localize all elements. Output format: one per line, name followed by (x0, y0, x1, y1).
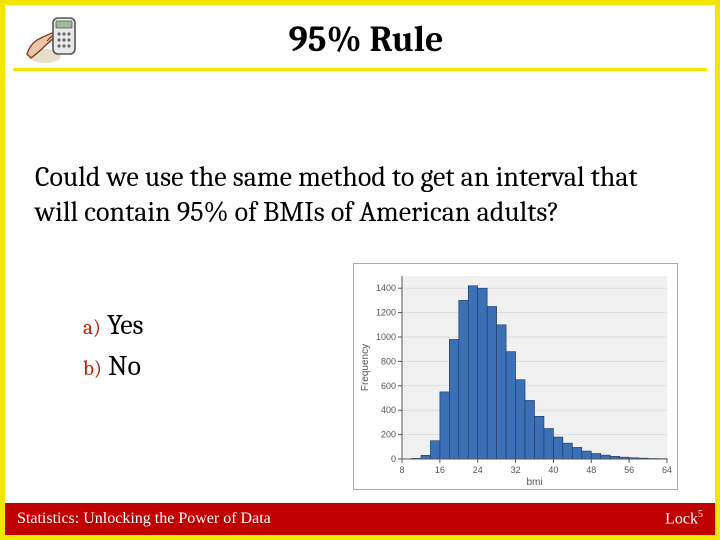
svg-text:32: 32 (511, 465, 521, 475)
option-b-text: No (108, 350, 141, 382)
option-a-label: a) (83, 313, 101, 343)
svg-text:0: 0 (391, 454, 396, 464)
question-text: Could we use the same method to get an i… (35, 160, 685, 230)
footer-right-sup: 5 (698, 509, 703, 520)
svg-text:600: 600 (381, 381, 396, 391)
bmi-histogram: 0 200 400 600 800 1000 1200 1400 8 16 24 32 40 48 56 64… (353, 263, 678, 490)
svg-text:16: 16 (435, 465, 445, 475)
svg-text:800: 800 (381, 356, 396, 366)
svg-text:1200: 1200 (376, 308, 396, 318)
option-a-text: Yes (107, 309, 143, 341)
clicker-icon (17, 14, 87, 66)
footer-right: Lock5 (665, 509, 703, 528)
slide: 95% Rule Could we use the same method to… (0, 0, 720, 540)
option-a: a) Yes (83, 305, 144, 346)
svg-text:400: 400 (381, 405, 396, 415)
svg-text:64: 64 (662, 465, 672, 475)
footer-right-base: Lock (665, 511, 698, 528)
option-b: b) No (83, 346, 144, 387)
svg-text:24: 24 (473, 465, 483, 475)
footer-left: Statistics: Unlocking the Power of Data (17, 510, 271, 528)
svg-text:48: 48 (586, 465, 596, 475)
option-b-label: b) (83, 354, 102, 384)
svg-text:200: 200 (381, 430, 396, 440)
svg-text:bmi: bmi (526, 477, 542, 488)
title-area: 95% Rule (13, 11, 707, 71)
svg-text:40: 40 (548, 465, 558, 475)
svg-text:8: 8 (399, 465, 404, 475)
svg-text:1400: 1400 (376, 283, 396, 293)
answer-options: a) Yes b) No (83, 305, 144, 386)
svg-text:Frequency: Frequency (360, 344, 371, 391)
footer-bar: Statistics: Unlocking the Power of Data … (5, 503, 715, 535)
svg-text:56: 56 (624, 465, 634, 475)
svg-text:1000: 1000 (376, 332, 396, 342)
slide-title: 95% Rule (95, 19, 707, 60)
